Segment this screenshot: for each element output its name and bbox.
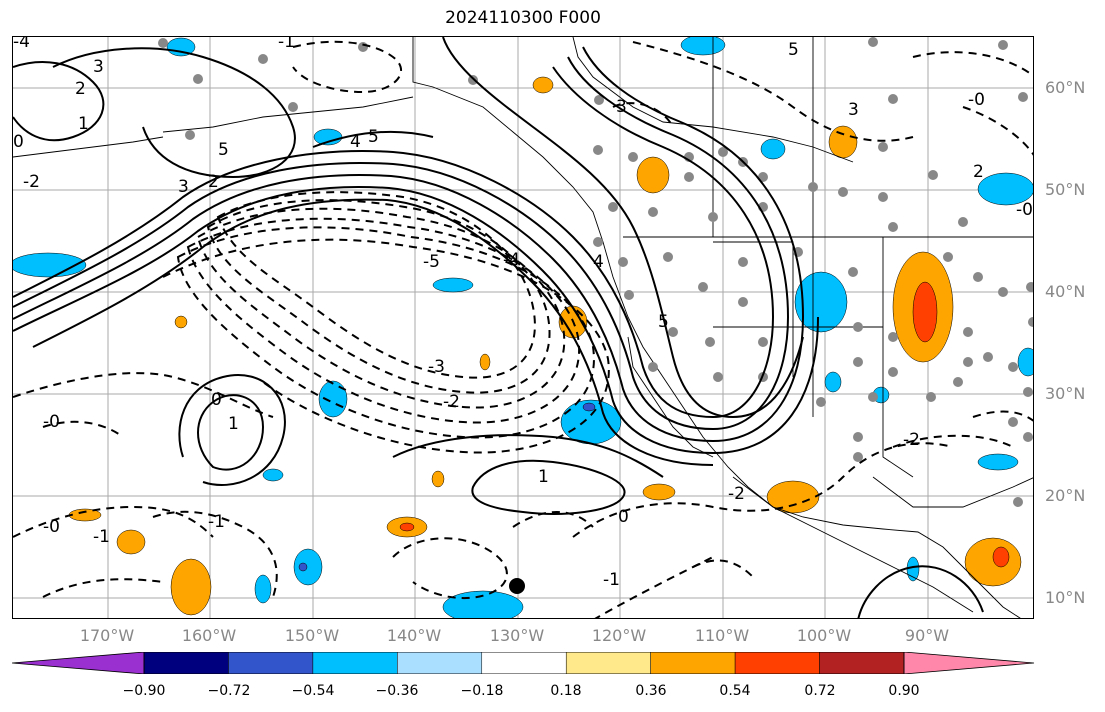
colorbar-tick-label: −0.90 [122,683,166,699]
lat-label: 30°N [1045,384,1086,403]
lat-label: 50°N [1045,180,1086,199]
contour-label: 0 [13,132,24,152]
lon-label: 110°W [694,626,750,645]
coastlines [13,37,1033,618]
contour-label: 2 [973,162,984,182]
lat-label: 10°N [1045,588,1086,607]
contour-label: -2 [728,484,745,504]
contour-label: -2 [903,430,920,450]
colorbar-tick-label: −0.36 [375,683,419,699]
contour-label: -0 [1016,200,1033,220]
contour-label: 3 [93,57,104,77]
contour-label: -1 [278,37,295,52]
colorbar-segment [228,652,314,674]
dashed-contours [13,40,1033,618]
contour-label: 1 [538,467,549,487]
colorbar-tick-label: −0.18 [460,683,504,699]
contour-label: -0 [43,412,60,432]
colorbar-extend-min [12,652,145,674]
colorbar-segment [397,652,483,674]
contour-label: -0 [43,517,60,537]
colorbar-segment [312,652,398,674]
contour-label: -3 [428,357,445,377]
colorbar-segment [734,652,820,674]
contour-label: -1 [603,570,620,590]
lon-label: 90°W [904,626,950,645]
contour-label: -0 [968,90,985,110]
contour-label: 5 [368,127,379,147]
contour-label: 4 [593,252,604,272]
lon-label: 160°W [181,626,237,645]
contour-label: 5 [218,140,229,160]
lon-label: 140°W [386,626,442,645]
contour-label: 3 [848,100,859,120]
colorbar-segment [143,652,229,674]
colorbar-tick-label: −0.54 [291,683,335,699]
colorbar-segment [565,652,651,674]
contour-label: -2 [23,172,40,192]
contour-label: -1 [93,527,110,547]
marker-point [509,578,525,594]
lat-label: 40°N [1045,282,1086,301]
contour-label: 2 [208,172,219,192]
contour-label: -2 [443,392,460,412]
lat-label: 60°N [1045,78,1086,97]
contour-label: 3 [616,97,627,117]
contour-label: -4 [503,250,520,270]
colorbar-tick-label: 0.72 [804,683,836,699]
colorbar-segment [650,652,736,674]
contour-label: 1 [228,414,239,434]
contour-label: -5 [423,252,440,272]
colorbar-tick-label: 0.54 [719,683,751,699]
contour-labels: 3 2 1 0 -4 -2 5 4 5 3 2 -5 -4 -3 -2 -1 -… [13,37,1033,590]
contour-label: 5 [658,312,669,332]
map-title: 2024110300 F000 [445,8,601,28]
colorbar-segment [481,652,567,674]
contour-label: 5 [788,40,799,60]
lon-label: 130°W [489,626,545,645]
contour-label: 3 [178,177,189,197]
contour-label: 2 [75,79,86,99]
colorbar-tick-label: 0.36 [635,683,667,699]
lon-label: 170°W [79,626,135,645]
colorbar-segment [819,652,905,674]
graticule [13,37,1033,618]
colorbar-tick-label: 0.90 [888,683,920,699]
lat-label: 20°N [1045,486,1086,505]
contour-label: 1 [78,114,89,134]
lon-label: 120°W [591,626,647,645]
lon-label: 100°W [796,626,852,645]
contour-label: -1 [208,512,225,532]
colorbar-tick-label: 0.18 [550,683,582,699]
contour-label: 0 [211,390,222,410]
contour-label: 0 [618,507,629,527]
colorbar [12,652,1035,674]
station-points [158,37,1033,507]
map-canvas: 3 2 1 0 -4 -2 5 4 5 3 2 -5 -4 -3 -2 -1 -… [13,37,1033,618]
shaded-field [13,37,1033,618]
map-panel: 3 2 1 0 -4 -2 5 4 5 3 2 -5 -4 -3 -2 -1 -… [12,36,1034,619]
contour-label: -4 [13,37,30,52]
colorbar-tick-label: −0.72 [207,683,251,699]
solid-contours [13,37,984,618]
contour-label: 4 [350,132,361,152]
lon-label: 150°W [284,626,340,645]
colorbar-extend-max [903,652,1035,674]
